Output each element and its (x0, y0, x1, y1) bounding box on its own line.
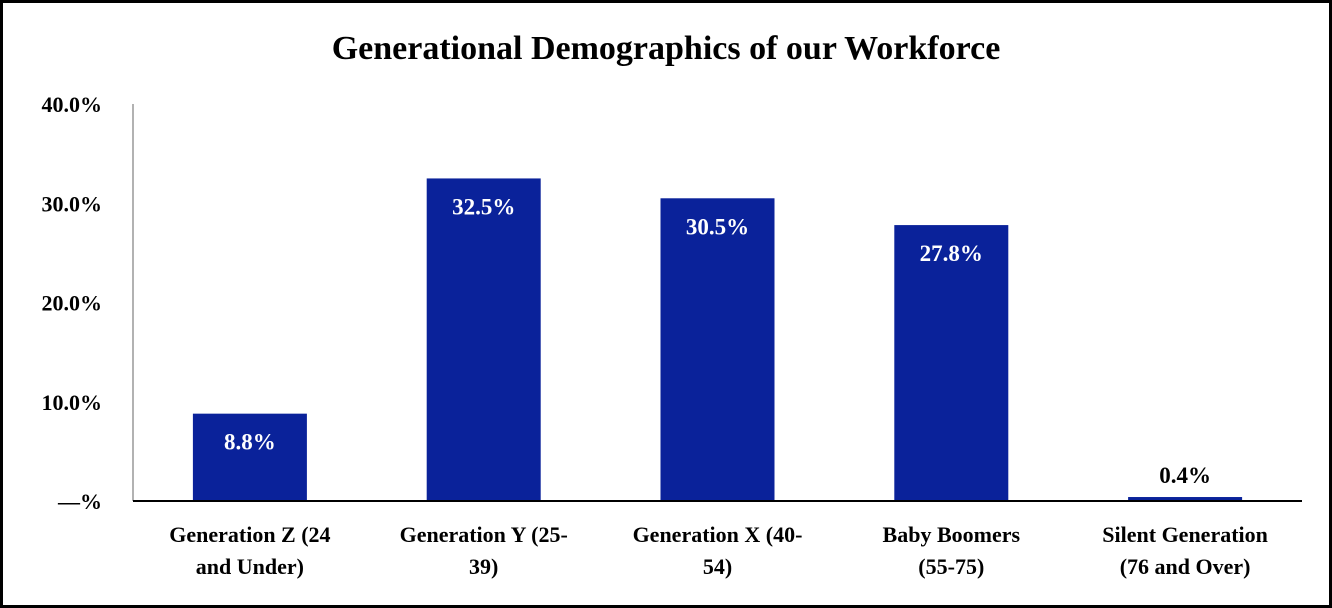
data-label: 32.5% (452, 194, 515, 219)
y-tick-label: 40.0% (42, 92, 103, 117)
data-label: 8.8% (224, 430, 276, 455)
bar (660, 198, 775, 501)
x-tick-label: (76 and Over) (1120, 554, 1251, 579)
bar (1128, 497, 1243, 501)
bars (192, 178, 1243, 501)
x-tick-label: 39) (469, 554, 498, 579)
bar (894, 225, 1009, 501)
data-label: 0.4% (1159, 463, 1211, 488)
x-tick-label: and Under) (196, 554, 304, 579)
x-tick-label: Silent Generation (1102, 522, 1268, 547)
x-axis-labels: Generation Z (24 and Under) Generation Y (… (169, 522, 1268, 579)
x-tick-label: Generation X (40- (633, 522, 803, 547)
x-tick-label: Generation Y (25- (400, 522, 568, 547)
data-label: 27.8% (920, 241, 983, 266)
y-tick-label: 20.0% (42, 291, 103, 316)
y-tick-label: 10.0% (42, 390, 103, 415)
bar (192, 413, 307, 501)
x-tick-label: Baby Boomers (883, 522, 1021, 547)
bar (426, 178, 541, 501)
x-tick-label: Generation Z (24 (169, 522, 330, 547)
y-tick-label: —% (57, 489, 102, 514)
y-tick-label: 30.0% (42, 191, 103, 216)
data-label: 30.5% (686, 214, 749, 239)
data-labels: 8.8% 32.5% 30.5% 27.8% 0.4% (224, 194, 1211, 488)
chart-title: Generational Demographics of our Workfor… (332, 30, 1001, 67)
x-tick-label: 54) (703, 554, 732, 579)
x-tick-label: (55-75) (918, 554, 984, 579)
y-axis-ticks: —% 10.0% 20.0% 30.0% 40.0% (42, 92, 103, 514)
